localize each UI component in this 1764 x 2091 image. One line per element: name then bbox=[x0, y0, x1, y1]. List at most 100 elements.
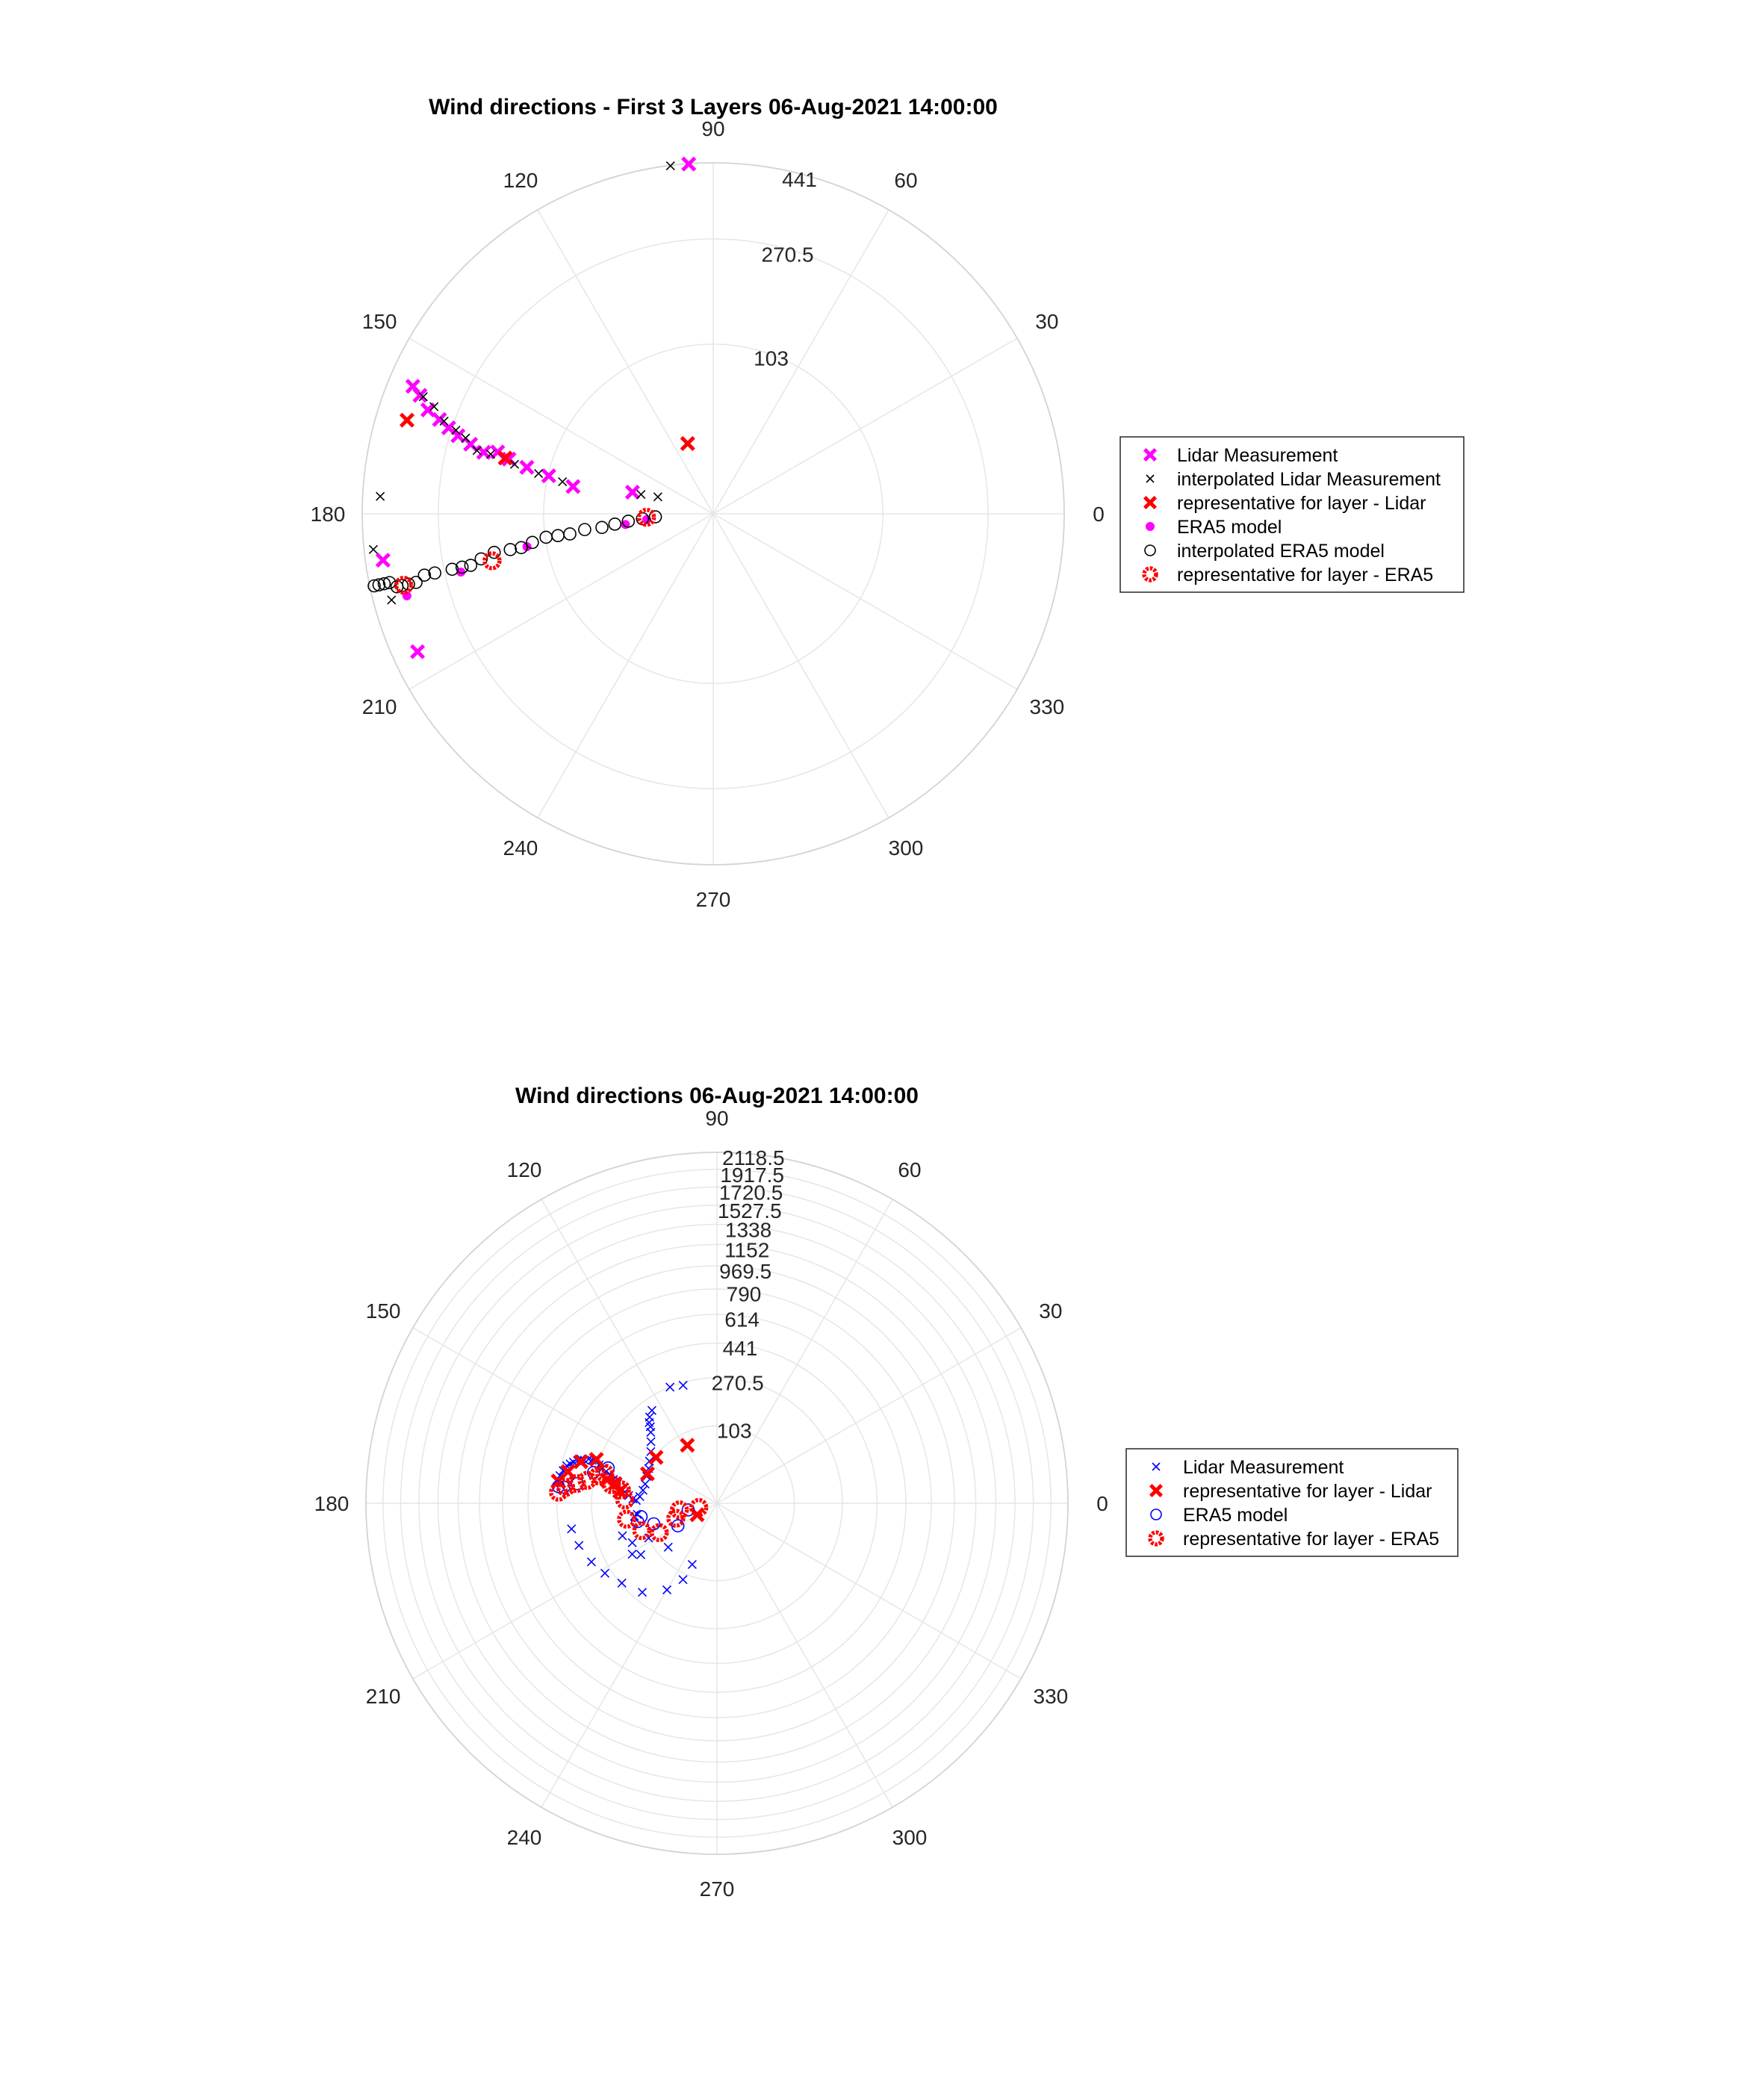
data-point bbox=[636, 507, 656, 527]
theta-tick-label: 300 bbox=[892, 1826, 928, 1849]
legend-entry: interpolated ERA5 model bbox=[1144, 541, 1385, 562]
chart-title: Wind directions 06-Aug-2021 14:00:00 bbox=[515, 1084, 919, 1108]
legend-marker bbox=[1150, 1509, 1162, 1520]
legend-label: Lidar Measurement bbox=[1177, 445, 1338, 466]
legend-marker bbox=[1143, 447, 1158, 462]
data-point bbox=[608, 518, 622, 531]
data-point bbox=[445, 562, 459, 577]
data-point bbox=[636, 490, 646, 500]
r-tick-label: 2118.5 bbox=[722, 1146, 785, 1169]
theta-tick-label: 90 bbox=[705, 1107, 728, 1130]
polar-outline bbox=[361, 162, 1065, 866]
data-point bbox=[588, 1452, 604, 1467]
r-tick-label: 614 bbox=[724, 1308, 760, 1332]
data-point bbox=[387, 595, 397, 605]
polar-chart-first-3-layers: Wind directions - First 3 Layers 06-Aug-… bbox=[311, 95, 1465, 911]
data-point bbox=[558, 477, 568, 487]
grid-spoke bbox=[716, 1503, 1022, 1680]
data-point bbox=[663, 1542, 673, 1552]
data-point bbox=[595, 1463, 615, 1483]
r-tick-label: 270.5 bbox=[712, 1371, 764, 1394]
data-point bbox=[503, 543, 518, 556]
data-point bbox=[450, 428, 466, 444]
theta-tick-label: 270 bbox=[696, 888, 731, 911]
legend-label: representative for layer - ERA5 bbox=[1177, 565, 1433, 585]
legend-label: interpolated ERA5 model bbox=[1177, 541, 1385, 562]
legend-label: ERA5 model bbox=[1177, 517, 1282, 538]
data-point bbox=[681, 1503, 695, 1517]
legend-marker bbox=[1152, 1462, 1161, 1471]
data-point bbox=[646, 1427, 656, 1438]
data-point bbox=[565, 479, 581, 494]
data-point bbox=[648, 1450, 664, 1465]
r-tick-label: 441 bbox=[782, 168, 817, 191]
legend-label: representative for layer - ERA5 bbox=[1183, 1529, 1439, 1550]
data-point bbox=[647, 1405, 656, 1415]
legend-label: representative for layer - Lidar bbox=[1177, 493, 1426, 514]
data-point bbox=[515, 541, 528, 555]
data-point bbox=[653, 492, 662, 502]
data-point bbox=[586, 1557, 596, 1567]
r-tick-label: 441 bbox=[723, 1337, 758, 1360]
data-marks bbox=[549, 1380, 709, 1597]
theta-tick-label: 0 bbox=[1093, 503, 1105, 526]
theta-tick-label: 120 bbox=[503, 169, 538, 192]
data-point bbox=[451, 425, 461, 435]
data-point bbox=[418, 392, 428, 402]
grid-spoke bbox=[541, 1503, 718, 1808]
data-point bbox=[409, 576, 423, 589]
theta-tick-label: 180 bbox=[311, 503, 346, 526]
data-point bbox=[563, 527, 577, 541]
theta-tick-label: 300 bbox=[889, 836, 924, 860]
data-point bbox=[636, 1550, 646, 1559]
legend: Lidar Measurement representative for laye… bbox=[1125, 1448, 1459, 1557]
data-point bbox=[549, 1482, 568, 1502]
r-tick-label: 1338 bbox=[725, 1218, 771, 1241]
legend-entry: representative for layer - ERA5 bbox=[1142, 565, 1433, 585]
data-point bbox=[669, 1500, 689, 1520]
data-point bbox=[410, 644, 426, 659]
data-point bbox=[376, 491, 385, 501]
data-point bbox=[615, 1490, 635, 1510]
r-tick-label: 1917.5 bbox=[720, 1163, 784, 1187]
data-point bbox=[637, 1588, 647, 1597]
data-point bbox=[678, 1380, 688, 1391]
data-point bbox=[497, 450, 513, 466]
r-tick-labels: 103 270.5 441 614790969.5115213381527.51720… bbox=[712, 1146, 785, 1442]
grid-spoke bbox=[712, 209, 889, 515]
theta-tick-label: 60 bbox=[898, 1158, 921, 1181]
r-tick-labels: 103 270.5 441 bbox=[754, 168, 817, 370]
data-point bbox=[595, 521, 609, 535]
grid-spoke bbox=[537, 209, 714, 515]
theta-tick-label: 240 bbox=[503, 836, 538, 860]
legend-marker bbox=[1146, 522, 1155, 531]
data-point bbox=[573, 1454, 588, 1470]
theta-tick-label: 30 bbox=[1035, 310, 1058, 333]
theta-tick-label: 270 bbox=[700, 1877, 735, 1901]
legend-marker bbox=[1146, 474, 1155, 483]
legend: Lidar Measurement interpolated Lidar Meas… bbox=[1119, 436, 1465, 593]
grid-spoke bbox=[412, 1503, 718, 1680]
data-point bbox=[687, 1559, 697, 1570]
data-point bbox=[662, 1585, 672, 1595]
data-point bbox=[680, 1438, 695, 1453]
theta-tick-label: 30 bbox=[1039, 1299, 1062, 1323]
data-point bbox=[560, 1464, 576, 1479]
data-point bbox=[639, 1466, 655, 1482]
grid-spoke bbox=[409, 338, 714, 515]
data-point bbox=[646, 1437, 656, 1447]
legend-entry: representative for layer - Lidar bbox=[1149, 1481, 1432, 1502]
data-point bbox=[689, 1497, 709, 1517]
theta-tick-label: 120 bbox=[507, 1158, 542, 1181]
data-point bbox=[632, 1520, 652, 1541]
theta-tick-label: 90 bbox=[701, 117, 724, 140]
data-point bbox=[621, 515, 636, 528]
series-representative-for-layer-lidar bbox=[399, 412, 695, 466]
polar-grid bbox=[365, 1152, 1069, 1855]
theta-tick-label: 330 bbox=[1034, 1685, 1069, 1708]
data-point bbox=[402, 591, 412, 600]
grid-spoke bbox=[716, 1503, 893, 1808]
grid-spoke bbox=[541, 1199, 718, 1504]
r-tick-label: 790 bbox=[727, 1283, 762, 1306]
